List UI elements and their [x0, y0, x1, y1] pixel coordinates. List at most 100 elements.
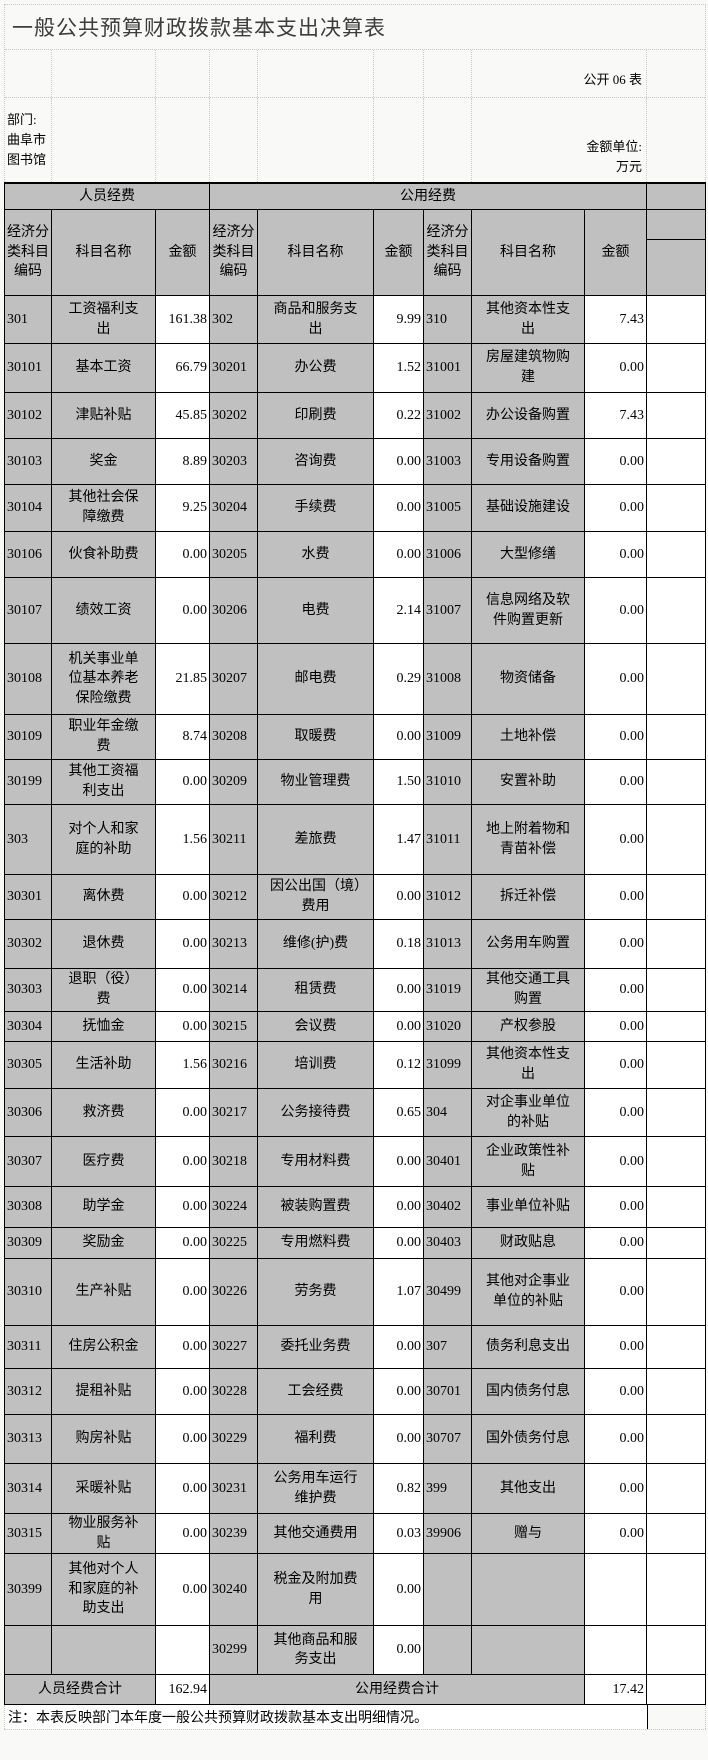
unit-value: 万元	[615, 158, 642, 174]
code-cell: 31006	[424, 532, 472, 578]
amount-cell: 9.99	[374, 296, 424, 344]
table-row: 301 工资福利支出 161.38 302 商品和服务支出 9.99 310 其他资本性支出 7…	[5, 296, 705, 344]
table-row: 30313 购房补贴 0.00 30229 福利费 0.00 30707 国外债务付息 0.00	[5, 1415, 705, 1464]
amount-cell: 0.29	[374, 644, 424, 715]
code-cell: 301	[5, 296, 52, 344]
amount-cell: 0.00	[585, 1259, 647, 1326]
spacer-cell	[647, 532, 705, 578]
code-cell: 30401	[424, 1137, 472, 1187]
spacer-cell	[647, 1042, 705, 1089]
department-label: 部门:	[7, 111, 37, 127]
code-cell: 30499	[424, 1259, 472, 1326]
subject-cell: 房屋建筑物购建	[472, 344, 585, 393]
code-cell: 30399	[5, 1554, 52, 1627]
code-cell: 31013	[424, 920, 472, 969]
amount-cell: 0.00	[585, 1464, 647, 1514]
amount-cell: 0.03	[374, 1514, 424, 1555]
department-cell: 部门: 曲阜市图书馆	[5, 98, 52, 182]
subject-cell: 绩效工资	[52, 578, 156, 644]
subject-cell: 国外债务付息	[472, 1415, 585, 1464]
subject-cell: 大型修缮	[472, 532, 585, 578]
code-cell: 30224	[210, 1187, 258, 1228]
code-cell: 30314	[5, 1464, 52, 1514]
amount-cell: 45.85	[156, 393, 210, 439]
subject-cell: 其他支出	[472, 1464, 585, 1514]
subject-cell: 其他对个人和家庭的补助支出	[52, 1554, 156, 1627]
empty-grid-cell	[52, 50, 156, 97]
amount-cell: 0.00	[156, 578, 210, 644]
code-cell: 31099	[424, 1042, 472, 1089]
code-cell: 30227	[210, 1326, 258, 1369]
page-title: 一般公共预算财政拨款基本支出决算表	[5, 5, 705, 50]
subject-cell: 其他资本性支出	[472, 296, 585, 344]
subject-cell: 取暖费	[258, 715, 374, 760]
spacer-cell	[647, 715, 705, 760]
amount-cell: 7.43	[585, 296, 647, 344]
table-row: 30312 提租补贴 0.00 30228 工会经费 0.00 30701 国内债务付息 0.0…	[5, 1369, 705, 1415]
subject-cell: 公务用车购置	[472, 920, 585, 969]
amount-cell: 0.00	[374, 1415, 424, 1464]
subject-cell: 提租补贴	[52, 1369, 156, 1415]
code-cell: 31010	[424, 760, 472, 805]
subject-cell: 退职（役）费	[52, 969, 156, 1012]
code-cell: 30104	[5, 485, 52, 532]
subject-cell: 津贴补贴	[52, 393, 156, 439]
subject-cell: 会议费	[258, 1012, 374, 1042]
code-cell: 30312	[5, 1369, 52, 1415]
code-cell: 30308	[5, 1187, 52, 1228]
note-row: 注：本表反映部门本年度一般公共预算财政拨款基本支出明细情况。	[4, 1705, 706, 1731]
subject-cell: 印刷费	[258, 393, 374, 439]
code-cell: 304	[424, 1089, 472, 1137]
amount-cell: 0.00	[374, 1626, 424, 1676]
subject-cell: 工资福利支出	[52, 296, 156, 344]
subject-cell: 其他对企事业单位的补贴	[472, 1259, 585, 1326]
amount-cell: 0.00	[156, 1259, 210, 1326]
code-cell: 31011	[424, 805, 472, 875]
subject-cell	[52, 1626, 156, 1676]
amount-cell: 0.00	[156, 1514, 210, 1555]
code-cell: 30231	[210, 1464, 258, 1514]
amount-cell: 0.00	[585, 760, 647, 805]
amount-cell: 0.00	[156, 1187, 210, 1228]
subject-cell: 培训费	[258, 1042, 374, 1089]
table-row: 30102 津贴补贴 45.85 30202 印刷费 0.22 31002 办公设备购置 7.4…	[5, 393, 705, 439]
code-cell: 30306	[5, 1089, 52, 1137]
spacer-cell	[647, 296, 705, 344]
amount-cell: 0.00	[374, 1228, 424, 1259]
amount-cell: 7.43	[585, 393, 647, 439]
code-cell: 303	[5, 805, 52, 875]
amount-cell: 0.00	[156, 760, 210, 805]
table-row: 30103 奖金 8.89 30203 咨询费 0.00 31003 专用设备购置 0.00	[5, 439, 705, 485]
spacer-cell	[647, 1675, 705, 1705]
empty-grid-cell	[258, 98, 374, 182]
spacer-cell	[647, 920, 705, 969]
subject-cell: 租赁费	[258, 969, 374, 1012]
subject-cell: 其他工资福利支出	[52, 760, 156, 805]
subject-cell: 商品和服务支出	[258, 296, 374, 344]
public-total-value: 17.42	[585, 1675, 647, 1705]
subject-cell: 差旅费	[258, 805, 374, 875]
code-cell: 30109	[5, 715, 52, 760]
subject-cell: 机关事业单位基本养老保险缴费	[52, 644, 156, 715]
spacer-cell	[647, 1369, 705, 1415]
amount-cell: 0.00	[585, 920, 647, 969]
column-header-subject: 科目名称	[258, 210, 374, 296]
subject-cell: 安置补助	[472, 760, 585, 805]
spacer-cell	[647, 485, 705, 532]
empty-grid-cell	[424, 50, 472, 97]
code-cell: 30204	[210, 485, 258, 532]
subject-cell: 债务利息支出	[472, 1326, 585, 1369]
subject-cell: 专用材料费	[258, 1137, 374, 1187]
subject-cell: 奖励金	[52, 1228, 156, 1259]
amount-cell	[156, 1626, 210, 1676]
code-cell: 30213	[210, 920, 258, 969]
amount-cell: 0.00	[585, 344, 647, 393]
spacer-cell	[647, 578, 705, 644]
amount-cell: 0.00	[156, 920, 210, 969]
subject-cell: 企业政策性补贴	[472, 1137, 585, 1187]
amount-cell: 161.38	[156, 296, 210, 344]
subject-cell	[472, 1626, 585, 1676]
code-cell: 30202	[210, 393, 258, 439]
code-cell: 30207	[210, 644, 258, 715]
code-cell: 302	[210, 296, 258, 344]
